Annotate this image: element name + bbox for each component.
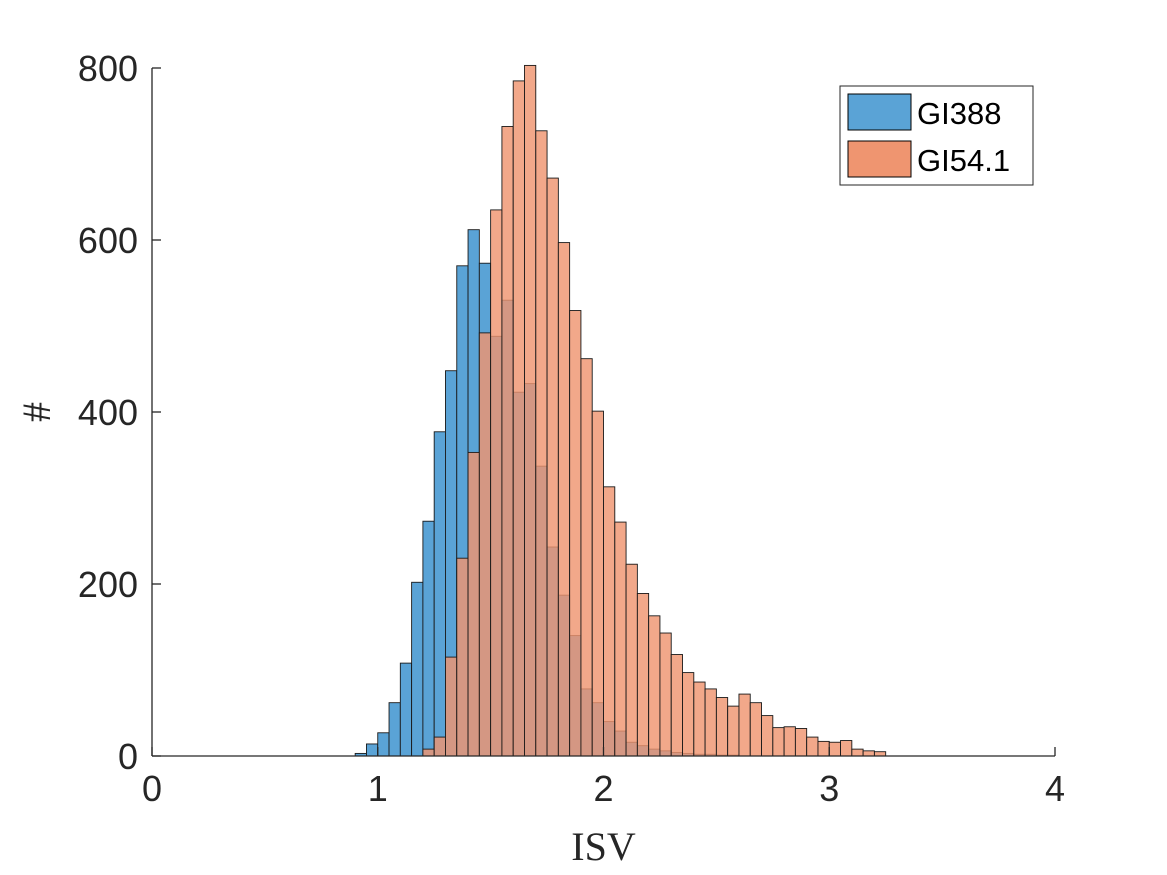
bar-gi54-1-8 [512, 80, 525, 757]
bar-gi54-1-21 [659, 632, 672, 757]
bar-gi54-1-34 [806, 736, 819, 757]
y-tick-label: 800 [78, 48, 138, 89]
bar-gi54-1-14 [580, 358, 593, 757]
legend-label-gi54-1: GI54.1 [917, 143, 1010, 178]
bar-gi54-1-4 [467, 451, 480, 757]
bar-gi54-1-31 [772, 727, 785, 757]
bar-gi54-1-35 [817, 740, 830, 757]
bar-gi54-1-36 [828, 741, 841, 757]
bar-gi54-1-0 [422, 748, 435, 757]
bar-gi54-1-3 [456, 557, 469, 757]
bar-gi388-5 [388, 702, 401, 757]
y-tick-label: 0 [118, 736, 138, 777]
y-tick-label: 600 [78, 220, 138, 261]
legend-swatch-gi388 [847, 93, 912, 131]
bar-gi54-1-12 [557, 242, 571, 757]
x-tick-label: 1 [368, 768, 388, 809]
bar-gi54-1-38 [851, 748, 864, 757]
bar-gi54-1-20 [648, 615, 661, 757]
y-axis-label: # [14, 402, 59, 422]
bar-gi54-1-30 [761, 715, 774, 757]
x-tick-label: 3 [819, 768, 839, 809]
bar-gi54-1-10 [535, 130, 548, 757]
x-axis-label: ISV [571, 824, 636, 869]
tick-labels: 0 1 2 3 4 0 200 400 600 800 [78, 48, 1065, 809]
bar-gi54-1-23 [682, 672, 695, 757]
bar-gi54-1-33 [794, 728, 808, 757]
bar-gi388-6 [399, 662, 413, 757]
bar-gi54-1-9 [524, 64, 537, 757]
bar-gi54-1-25 [704, 688, 717, 757]
bar-gi54-1-18 [625, 563, 638, 757]
bar-gi54-1-13 [569, 310, 582, 757]
legend-label-gi388: GI388 [917, 96, 1001, 131]
bar-gi54-1-37 [840, 740, 853, 757]
bar-gi54-1-7 [501, 126, 514, 757]
bar-gi388-9 [433, 431, 446, 757]
bar-gi54-1-39 [862, 750, 875, 757]
bar-gi54-1-19 [636, 593, 650, 757]
bar-gi54-1-11 [546, 177, 559, 757]
axes [151, 67, 1056, 757]
bar-gi54-1-29 [749, 702, 762, 757]
y-tick-label: 200 [78, 564, 138, 605]
legend: GI388 GI54.1 [839, 85, 1034, 186]
bar-gi54-1-5 [478, 332, 492, 757]
bar-gi54-1-15 [591, 410, 604, 757]
bar-gi388-7 [411, 581, 424, 757]
bar-gi54-1-22 [670, 654, 683, 757]
bar-gi54-1-24 [693, 681, 706, 757]
bar-gi388-8 [422, 520, 435, 757]
legend-swatch-gi54-1 [847, 140, 912, 178]
x-tick-label: 0 [142, 768, 162, 809]
bar-gi54-1-28 [738, 693, 751, 757]
bar-gi54-1-6 [490, 209, 503, 757]
y-tick-label: 400 [78, 392, 138, 433]
x-tick-label: 4 [1045, 768, 1065, 809]
bar-gi54-1-27 [727, 705, 740, 757]
series-gi54-1-bars [422, 64, 887, 757]
bar-gi54-1-17 [614, 521, 627, 757]
bar-gi54-1-2 [445, 656, 458, 757]
x-tick-label: 2 [593, 768, 613, 809]
bar-gi54-1-26 [715, 697, 729, 757]
bar-gi54-1-16 [603, 486, 616, 757]
bar-gi388-3 [366, 743, 379, 757]
bar-gi54-1-32 [783, 726, 796, 757]
bar-gi54-1-1 [433, 736, 446, 757]
bar-gi388-4 [377, 732, 390, 757]
